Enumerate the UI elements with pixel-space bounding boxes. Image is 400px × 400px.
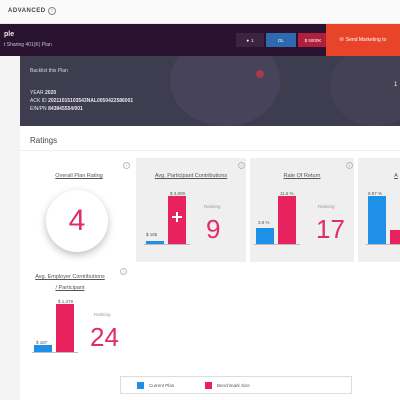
metric-title[interactable]: Rate Of Return — [283, 173, 321, 179]
current-value-label: 8.87 % — [368, 191, 383, 196]
chart-legend: Current Plan Benchmark Size — [120, 376, 352, 394]
info-icon[interactable]: i — [48, 7, 56, 15]
benchmark-value-label: $ 3,809 — [170, 191, 186, 196]
panel-edge-mark: 1 — [394, 82, 398, 88]
ack-row: ACK ID 20211015103543NAL0050422586001 — [30, 98, 134, 104]
crosshair-cursor — [172, 212, 182, 222]
info-icon[interactable]: i — [123, 162, 130, 169]
rating-value: 17 — [316, 214, 345, 244]
decor-blob — [170, 56, 280, 126]
current-value-label: $ 187 — [36, 340, 48, 345]
rating-value: 24 — [90, 322, 119, 352]
plan-name: ple — [4, 31, 15, 38]
benchmark-value-label: $ 1,378 — [58, 299, 74, 304]
benchmark-bar — [390, 230, 400, 244]
metric-title[interactable]: A — [394, 173, 398, 179]
eye-icon: ● — [246, 37, 250, 43]
overall-rating-circle: 4 — [46, 190, 108, 252]
benchmark-bar — [56, 304, 74, 352]
rating-label: Ranking — [318, 204, 335, 209]
year-row: YEAR 2020 — [30, 90, 57, 96]
baseline — [144, 244, 190, 245]
send-marketing-button[interactable]: ✉ Send Marketing to — [326, 24, 400, 56]
current-value-label: 3.9 % — [258, 220, 270, 225]
download-button[interactable]: DL — [266, 33, 296, 47]
legend-current-label: Current Plan — [149, 383, 175, 388]
baseline — [254, 244, 300, 245]
backlist-plan-link[interactable]: Backlist this Plan — [30, 68, 68, 74]
decor-blob — [330, 56, 400, 126]
info-icon[interactable]: i — [238, 162, 245, 169]
advanced-label[interactable]: ADVANCED — [8, 8, 46, 14]
rating-label: Ranking — [94, 312, 111, 317]
plan-info-panel: Backlist this Plan YEAR 2020 ACK ID 2021… — [20, 56, 400, 126]
decor-dot — [256, 70, 264, 78]
rating-value: 9 — [206, 214, 221, 244]
send-icon: ✉ — [339, 37, 344, 43]
benchmark-value-label: 11.6 % — [280, 191, 294, 196]
plan-header: ple t Sharing 401(K) Plan ● 1 DL $ 5000K … — [0, 24, 400, 56]
benchmark-swatch — [205, 382, 212, 389]
info-icon[interactable]: i — [346, 162, 353, 169]
baseline — [32, 352, 78, 353]
current-value-label: $ 185 — [146, 232, 158, 237]
metric-title[interactable]: Avg. Employer Contributions / Participan… — [35, 274, 105, 291]
amount-button[interactable]: $ 5000K — [298, 33, 328, 47]
divider — [20, 150, 400, 151]
ein-row: EIN/PN 843845554/001 — [30, 106, 83, 112]
top-strip: ADVANCED i — [0, 0, 400, 24]
baseline — [366, 244, 400, 245]
current-plan-bar — [256, 228, 274, 244]
current-plan-bar — [368, 196, 386, 244]
overall-rating-title[interactable]: Overall Plan Rating — [55, 173, 103, 179]
plan-subtitle: t Sharing 401(K) Plan — [4, 42, 52, 48]
rating-label: Ranking — [204, 204, 221, 209]
current-plan-bar — [34, 345, 52, 352]
current-plan-bar — [146, 241, 164, 244]
ratings-title: Ratings — [30, 136, 58, 145]
benchmark-bar — [278, 196, 296, 244]
current-plan-swatch — [137, 382, 144, 389]
metric-title[interactable]: Avg. Participant Contributions — [154, 173, 228, 179]
info-icon[interactable]: i — [120, 268, 127, 275]
view-count-button[interactable]: ● 1 — [236, 33, 264, 47]
legend-benchmark-label: Benchmark Size — [217, 383, 250, 388]
